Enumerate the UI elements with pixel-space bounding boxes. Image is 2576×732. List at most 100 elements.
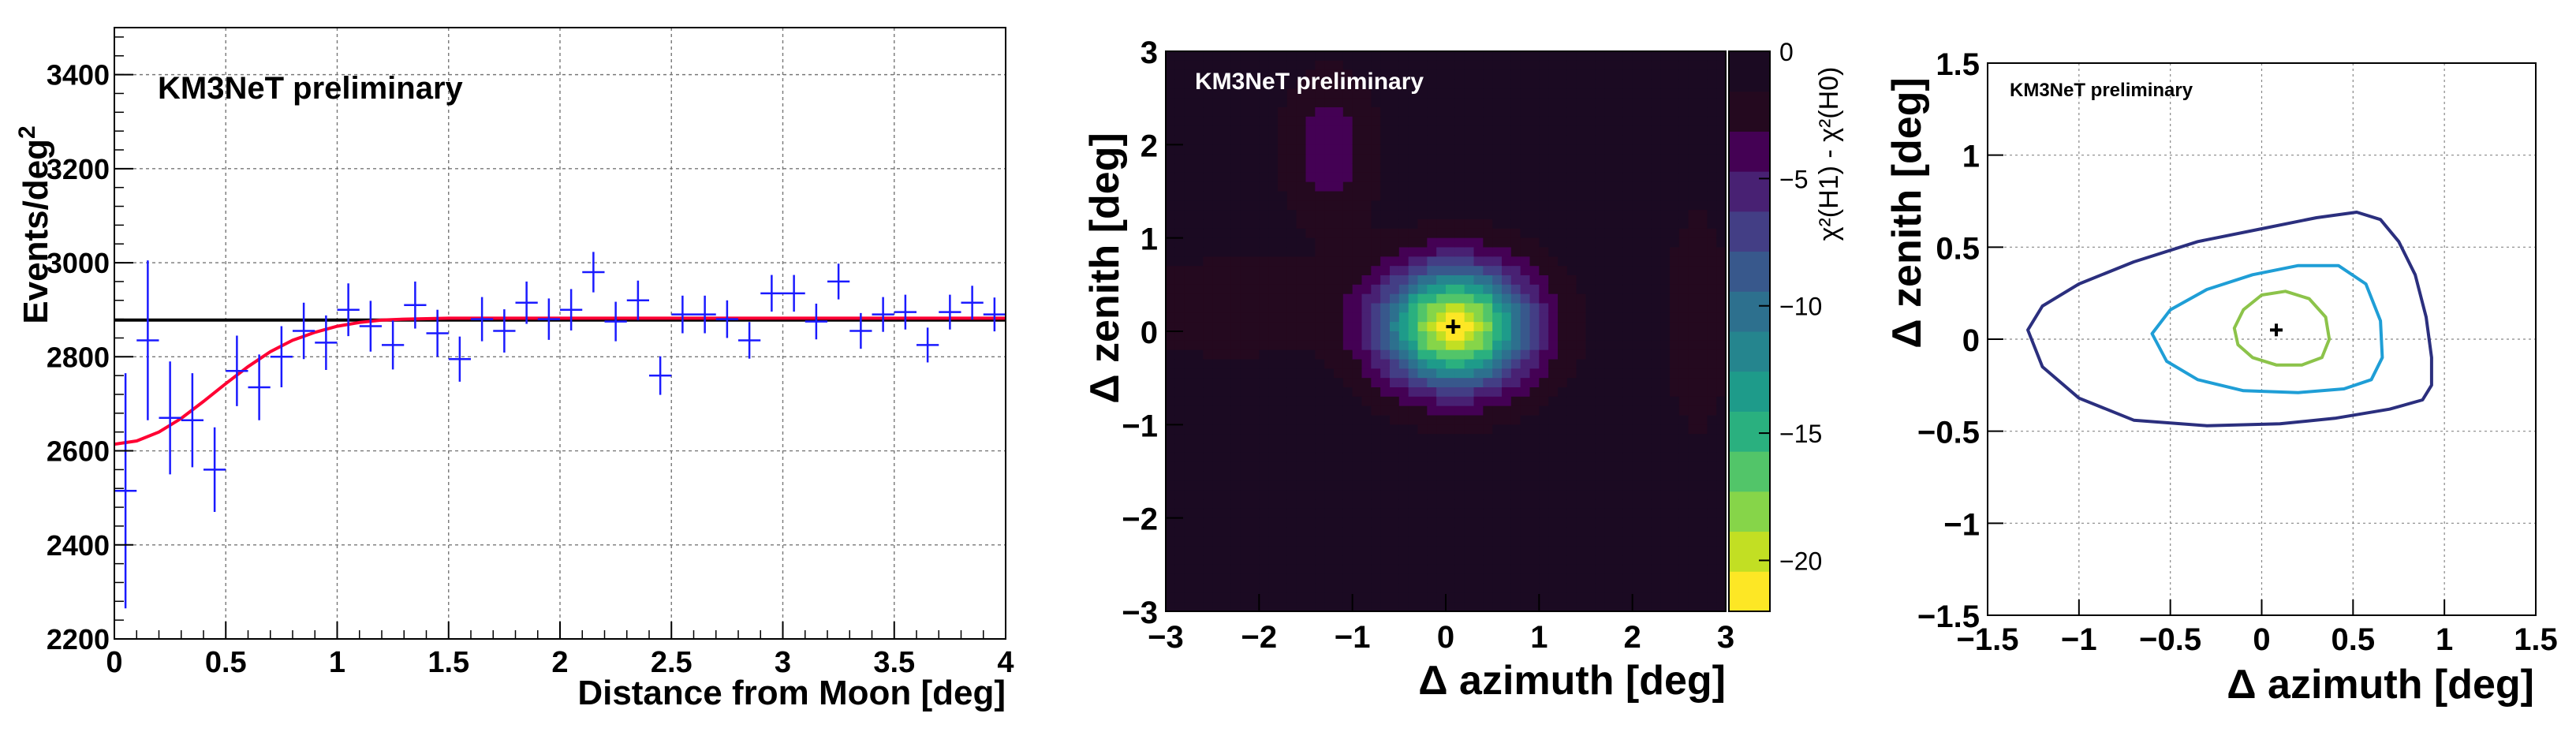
heatmap-cell [1473,331,1484,342]
heatmap-cell [1184,51,1195,62]
heatmap-cell [1473,181,1484,192]
heatmap-cell [1604,368,1615,379]
heatmap-cell [1222,517,1232,528]
heatmap-cell [1296,349,1307,360]
heatmap-cell [1296,434,1307,444]
heatmap-cell [1380,247,1391,257]
heatmap-cell [1315,125,1325,136]
heatmap-cell [1268,387,1279,398]
heatmap-cell [1614,359,1624,369]
heatmap-cell [1585,536,1596,547]
heatmap-cell [1632,181,1643,192]
heatmap-cell [1614,200,1624,211]
y-axis-label: Δ zenith [deg] [1082,133,1128,404]
heatmap-cell [1259,60,1269,71]
heatmap-cell [1520,405,1531,416]
heatmap-cell [1390,210,1400,220]
heatmap-cell [1604,452,1615,463]
heatmap-cell [1707,293,1717,304]
heatmap-cell [1651,191,1661,201]
heatmap-cell [1576,471,1587,481]
heatmap-cell [1212,191,1223,201]
heatmap-cell [1502,378,1512,388]
heatmap-cell [1230,461,1241,472]
heatmap-cell [1286,517,1297,528]
heatmap-cell [1454,340,1465,351]
heatmap-cell [1315,592,1325,603]
heatmap-cell [1716,452,1727,463]
heatmap-cell [1502,228,1512,239]
heatmap-cell [1184,107,1195,118]
heatmap-cell [1259,434,1269,444]
heatmap-cell [1539,480,1549,491]
heatmap-cell [1604,546,1615,556]
heatmap-cell [1558,434,1568,444]
heatmap-cell [1688,368,1699,379]
heatmap-cell [1604,602,1615,612]
heatmap-cell [1417,69,1428,80]
heatmap-cell [1249,322,1260,332]
heatmap-cell [1678,135,1689,145]
heatmap-cell [1324,443,1335,454]
heatmap-cell [1371,219,1381,230]
heatmap-cell [1398,424,1409,435]
heatmap-cell [1632,461,1643,472]
heatmap-cell [1502,415,1512,425]
heatmap-cell [1651,546,1661,556]
heatmap-cell [1427,424,1437,435]
heatmap-cell [1446,200,1456,211]
heatmap-cell [1716,163,1727,174]
heatmap-cell [1193,387,1204,398]
heatmap-cell [1502,60,1512,71]
heatmap-cell [1446,210,1456,220]
heatmap-cell [1193,555,1204,566]
heatmap-cell [1707,322,1717,332]
heatmap-cell [1212,499,1223,510]
heatmap-cell [1688,517,1699,528]
heatmap-cell [1548,200,1559,211]
heatmap-cell [1193,200,1204,211]
heatmap-cell [1529,415,1540,425]
heatmap-cell [1622,135,1633,145]
heatmap-cell [1296,546,1307,556]
heatmap-cell [1585,546,1596,556]
heatmap-cell [1520,424,1531,435]
heatmap-cell [1576,564,1587,575]
heatmap-cell [1427,517,1437,528]
heatmap-cell [1380,424,1391,435]
heatmap-cell [1473,322,1484,332]
heatmap-cell [1166,452,1176,463]
heatmap-cell [1614,228,1624,239]
heatmap-cell [1222,154,1232,164]
heatmap-cell [1398,191,1409,201]
heatmap-cell [1361,424,1372,435]
heatmap-cell [1688,555,1699,566]
heatmap-cell [1446,181,1456,192]
heatmap-cell [1286,592,1297,603]
heatmap-cell [1184,237,1195,248]
heatmap-cell [1604,555,1615,566]
heatmap-cell [1342,602,1353,612]
heatmap-cell [1688,79,1699,89]
heatmap-cell [1230,116,1241,127]
heatmap-cell [1278,564,1288,575]
heatmap-cell [1305,499,1316,510]
y-tick-label: 2200 [47,623,110,655]
heatmap-cell [1174,79,1185,89]
heatmap-cell [1688,443,1699,454]
heatmap-cell [1249,144,1260,155]
heatmap-cell [1436,172,1447,183]
heatmap-cell [1670,69,1680,80]
heatmap-cell [1222,359,1232,369]
heatmap-cell [1417,125,1428,136]
heatmap-cell [1548,424,1559,435]
heatmap-cell [1296,517,1307,528]
heatmap-cell [1529,387,1540,398]
heatmap-cell [1566,116,1577,127]
heatmap-cell [1678,602,1689,612]
heatmap-cell [1305,340,1316,351]
heatmap-cell [1454,191,1465,201]
heatmap-cell [1622,461,1633,472]
heatmap-cell [1334,88,1344,99]
heatmap-cell [1651,573,1661,584]
